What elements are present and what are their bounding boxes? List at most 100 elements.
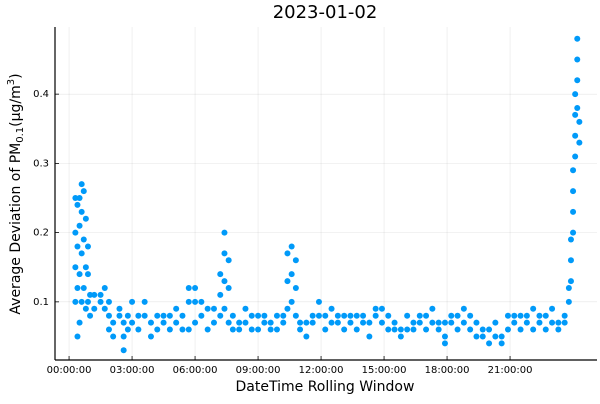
y-label-part: Average Deviation of PM bbox=[8, 143, 24, 315]
x-tick-label: 12:00:00 bbox=[299, 365, 344, 376]
point bbox=[185, 285, 192, 291]
point bbox=[82, 305, 89, 312]
point bbox=[192, 298, 199, 305]
point bbox=[267, 326, 274, 333]
point bbox=[397, 326, 404, 333]
point bbox=[467, 312, 474, 319]
point bbox=[511, 312, 518, 319]
point bbox=[255, 312, 262, 319]
point bbox=[120, 319, 127, 326]
point bbox=[292, 285, 299, 291]
y-label-part: ) bbox=[8, 73, 24, 78]
point bbox=[160, 312, 167, 319]
point bbox=[225, 285, 232, 291]
point bbox=[549, 319, 556, 326]
x-tick-label: 09:00:00 bbox=[236, 365, 281, 376]
point bbox=[76, 195, 83, 201]
point bbox=[255, 326, 262, 333]
point bbox=[454, 326, 461, 333]
point bbox=[435, 326, 442, 333]
point bbox=[198, 312, 205, 319]
point bbox=[574, 105, 581, 111]
x-axis-label: DateTime Rolling Window bbox=[236, 379, 415, 395]
point bbox=[179, 326, 186, 333]
point bbox=[166, 312, 173, 319]
point bbox=[366, 333, 373, 340]
point bbox=[87, 312, 94, 319]
chart-title: 2023-01-02 bbox=[273, 2, 378, 23]
point bbox=[185, 298, 192, 305]
point bbox=[555, 319, 562, 326]
point bbox=[334, 319, 341, 326]
point bbox=[555, 326, 562, 333]
point bbox=[549, 305, 556, 312]
point bbox=[347, 319, 354, 326]
point bbox=[423, 326, 430, 333]
point bbox=[410, 326, 417, 333]
point bbox=[292, 312, 299, 319]
point bbox=[567, 236, 574, 243]
point bbox=[341, 326, 348, 333]
point bbox=[236, 319, 243, 326]
point bbox=[76, 319, 83, 326]
point bbox=[385, 312, 392, 319]
point bbox=[460, 305, 467, 312]
point bbox=[72, 195, 79, 201]
point bbox=[315, 298, 322, 305]
point bbox=[523, 312, 530, 319]
point bbox=[435, 319, 442, 326]
point bbox=[97, 298, 104, 305]
point bbox=[72, 264, 79, 271]
point bbox=[78, 208, 85, 215]
point bbox=[80, 188, 87, 195]
point bbox=[410, 319, 417, 326]
point bbox=[192, 285, 199, 291]
point bbox=[473, 333, 480, 340]
point bbox=[141, 298, 148, 305]
x-tick-label: 15:00:00 bbox=[362, 365, 407, 376]
point bbox=[84, 243, 91, 250]
point bbox=[523, 319, 530, 326]
point bbox=[378, 305, 385, 312]
point bbox=[360, 319, 367, 326]
point bbox=[309, 312, 316, 319]
point bbox=[517, 312, 524, 319]
point bbox=[341, 312, 348, 319]
point bbox=[221, 305, 228, 312]
point bbox=[570, 208, 577, 215]
point bbox=[441, 340, 448, 347]
point bbox=[479, 333, 486, 340]
y-tick-label: 0.3 bbox=[33, 158, 49, 169]
point bbox=[229, 312, 236, 319]
point bbox=[74, 333, 81, 340]
point bbox=[288, 243, 295, 250]
point bbox=[328, 305, 335, 312]
point bbox=[72, 298, 79, 305]
point bbox=[404, 312, 411, 319]
point bbox=[129, 319, 136, 326]
point bbox=[565, 285, 572, 291]
point bbox=[221, 278, 228, 285]
point bbox=[423, 312, 430, 319]
point bbox=[110, 333, 117, 340]
point bbox=[448, 312, 455, 319]
point bbox=[105, 312, 112, 319]
point bbox=[292, 257, 299, 264]
point bbox=[242, 305, 249, 312]
point bbox=[454, 312, 461, 319]
point bbox=[347, 312, 354, 319]
point bbox=[570, 167, 577, 174]
y-axis-label: Average Deviation of PM0.1(μg/m3) bbox=[6, 73, 26, 314]
point bbox=[76, 222, 83, 229]
point bbox=[378, 319, 385, 326]
point bbox=[504, 326, 511, 333]
point bbox=[517, 326, 524, 333]
point bbox=[486, 340, 493, 347]
point bbox=[225, 257, 232, 264]
point bbox=[101, 305, 108, 312]
point bbox=[288, 271, 295, 278]
point bbox=[570, 188, 577, 195]
point bbox=[385, 326, 392, 333]
point bbox=[160, 319, 167, 326]
point bbox=[173, 319, 180, 326]
